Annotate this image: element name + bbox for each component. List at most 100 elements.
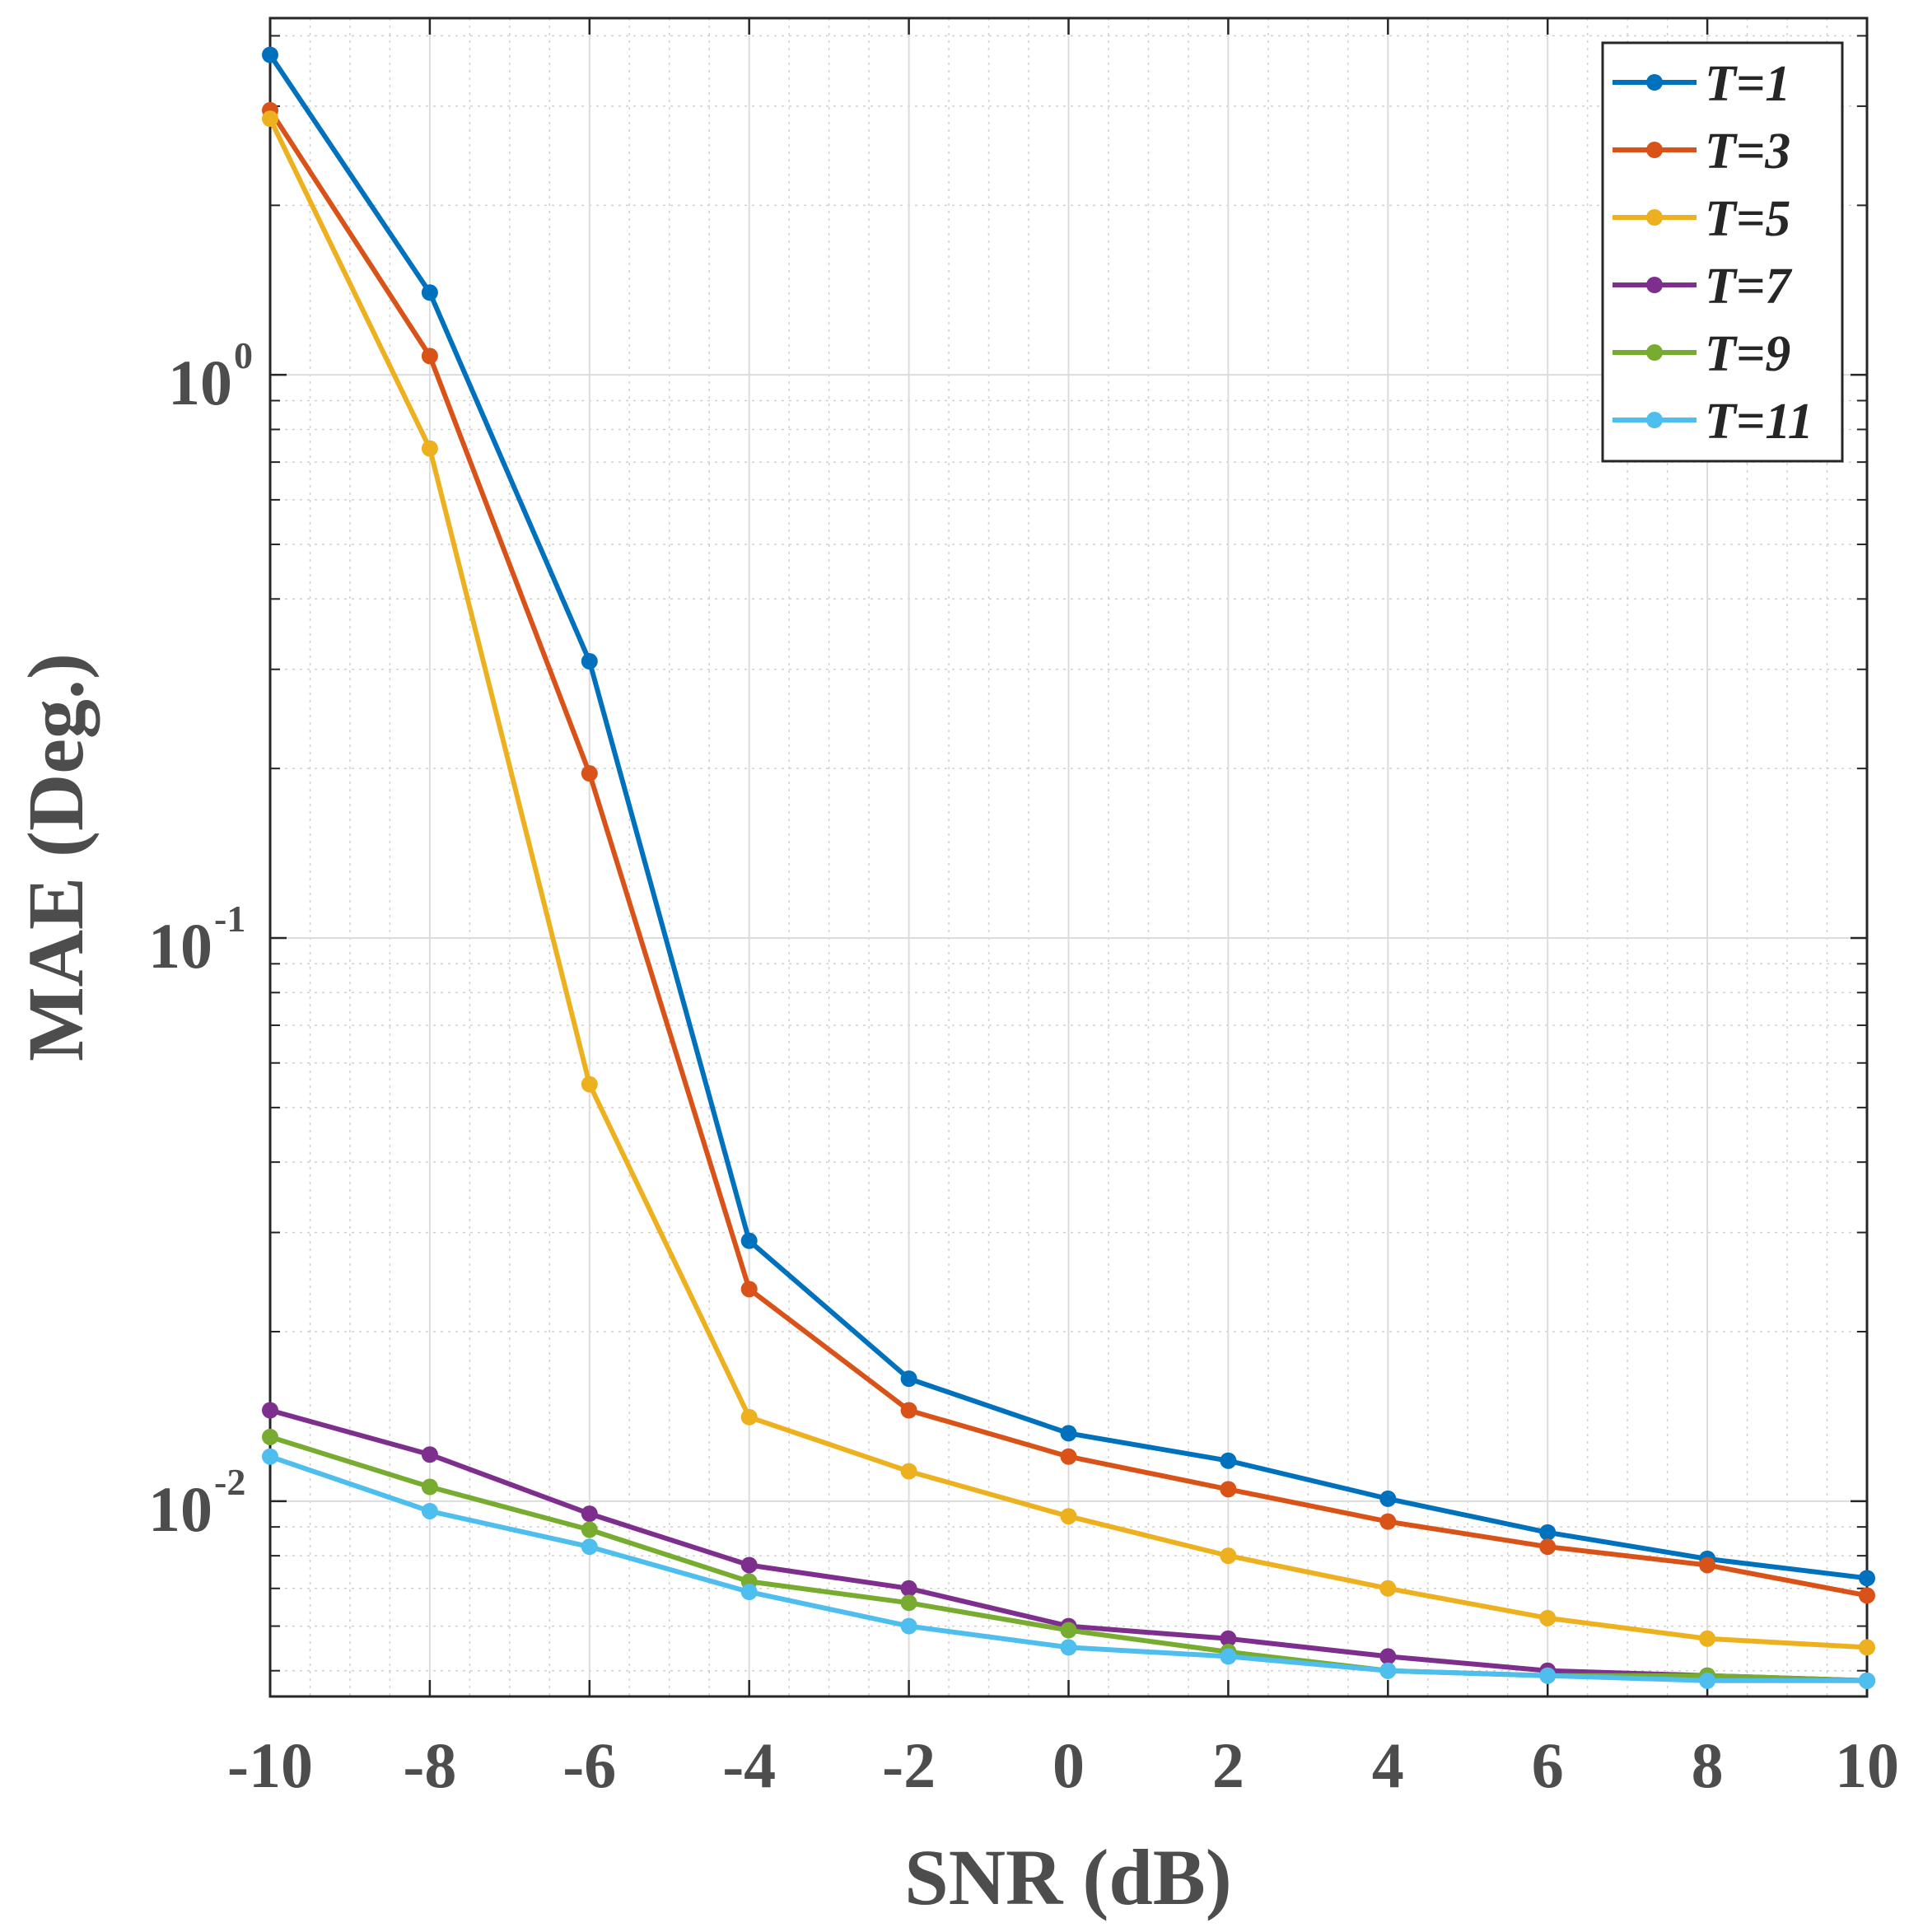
data-point bbox=[421, 1502, 438, 1519]
data-point bbox=[1379, 1513, 1397, 1530]
y-tick-label: 10 -1 bbox=[148, 898, 245, 982]
data-point bbox=[1379, 1648, 1397, 1665]
legend-marker bbox=[1646, 74, 1663, 91]
y-tick-base: 10 bbox=[148, 910, 212, 982]
data-point bbox=[740, 1232, 758, 1249]
data-point bbox=[1699, 1556, 1716, 1574]
legend-marker bbox=[1646, 277, 1663, 293]
data-point bbox=[740, 1584, 758, 1601]
data-point bbox=[581, 765, 598, 782]
data-point bbox=[421, 284, 438, 301]
data-point bbox=[1060, 1508, 1077, 1525]
data-point bbox=[421, 348, 438, 365]
y-tick-base: 10 bbox=[148, 1473, 212, 1545]
data-point bbox=[1220, 1481, 1237, 1498]
data-point bbox=[740, 1556, 758, 1574]
legend-marker bbox=[1646, 209, 1663, 226]
legend-box bbox=[1601, 41, 1844, 463]
data-point bbox=[262, 46, 278, 63]
data-point bbox=[1699, 1630, 1716, 1647]
series-T=3 bbox=[262, 101, 1875, 1604]
series-layer bbox=[262, 46, 1875, 1689]
plot-frame bbox=[268, 16, 1869, 1698]
data-point bbox=[900, 1463, 917, 1480]
series-T=5 bbox=[262, 110, 1875, 1656]
data-point bbox=[581, 1538, 598, 1556]
legend-label: T=5 bbox=[1705, 191, 1790, 247]
x-axis-title: SNR (dB) bbox=[904, 1833, 1231, 1921]
x-tick-label: -2 bbox=[882, 1729, 936, 1801]
data-point bbox=[1060, 1622, 1077, 1639]
legend-entry: T=1 bbox=[1613, 56, 1790, 112]
data-point bbox=[1859, 1672, 1875, 1689]
x-tick-label: 0 bbox=[1053, 1729, 1085, 1801]
y-tick-label: 10 0 bbox=[168, 334, 253, 418]
data-point bbox=[1859, 1639, 1875, 1656]
data-point bbox=[1060, 1639, 1077, 1656]
x-tick-label: 6 bbox=[1532, 1729, 1564, 1801]
data-point bbox=[900, 1594, 917, 1612]
x-tick-label: 8 bbox=[1692, 1729, 1724, 1801]
data-point bbox=[1060, 1448, 1077, 1465]
data-point bbox=[900, 1580, 917, 1597]
data-point bbox=[421, 1446, 438, 1463]
data-point bbox=[1859, 1570, 1875, 1587]
x-tick-label: -6 bbox=[562, 1729, 616, 1801]
data-point bbox=[1220, 1648, 1237, 1665]
legend-label: T=11 bbox=[1705, 394, 1813, 450]
axis-ticks bbox=[268, 18, 1869, 1696]
legend-marker bbox=[1646, 344, 1663, 361]
legend-entry: T=9 bbox=[1613, 326, 1790, 382]
y-tick-exponent: -1 bbox=[214, 898, 245, 940]
minor-grid bbox=[270, 18, 1867, 1696]
data-point bbox=[1379, 1662, 1397, 1679]
data-point bbox=[1539, 1667, 1557, 1684]
x-tick-label: -8 bbox=[403, 1729, 456, 1801]
data-point bbox=[421, 1478, 438, 1496]
data-point bbox=[900, 1402, 917, 1419]
x-tick-label: -4 bbox=[722, 1729, 776, 1801]
legend-entry: T=11 bbox=[1613, 394, 1813, 450]
data-point bbox=[1379, 1580, 1397, 1597]
legend-entry: T=5 bbox=[1613, 191, 1790, 247]
data-point bbox=[1539, 1538, 1557, 1556]
data-point bbox=[262, 110, 278, 128]
data-point bbox=[1379, 1490, 1397, 1507]
legend-label: T=9 bbox=[1705, 326, 1790, 382]
data-point bbox=[1220, 1630, 1237, 1647]
legend-entry: T=3 bbox=[1613, 124, 1790, 180]
x-tick-label: 4 bbox=[1372, 1729, 1404, 1801]
legend-label: T=1 bbox=[1705, 56, 1790, 112]
data-point bbox=[1859, 1587, 1875, 1604]
data-point bbox=[581, 1076, 598, 1093]
data-point bbox=[581, 653, 598, 670]
data-point bbox=[1539, 1609, 1557, 1626]
legend-marker bbox=[1646, 412, 1663, 428]
series-T=1 bbox=[262, 46, 1875, 1587]
data-point bbox=[740, 1281, 758, 1298]
legend-label: T=3 bbox=[1705, 124, 1790, 180]
data-point bbox=[1539, 1524, 1557, 1541]
data-point bbox=[581, 1521, 598, 1538]
y-tick-base: 10 bbox=[168, 347, 232, 418]
legend: T=1 T=3 T=5 T=7 T=9 T=11 bbox=[1601, 41, 1844, 463]
data-point bbox=[1699, 1672, 1716, 1689]
data-point bbox=[421, 440, 438, 457]
y-axis-title: MAE (Deg.) bbox=[12, 653, 100, 1062]
data-point bbox=[900, 1617, 917, 1635]
data-point bbox=[1220, 1547, 1237, 1565]
data-point bbox=[1060, 1425, 1077, 1442]
legend-entry: T=7 bbox=[1613, 259, 1793, 315]
data-point bbox=[900, 1370, 917, 1388]
data-point bbox=[262, 1448, 278, 1465]
data-point bbox=[262, 1428, 278, 1445]
legend-marker bbox=[1646, 142, 1663, 158]
data-point bbox=[581, 1505, 598, 1523]
y-tick-exponent: 0 bbox=[234, 334, 253, 376]
data-point bbox=[1220, 1452, 1237, 1469]
x-tick-labels: -10 -8 -6 -4 -2 0 2 4 6 8 10 bbox=[227, 1729, 1899, 1801]
x-tick-label: -10 bbox=[227, 1729, 313, 1801]
y-tick-label: 10 -2 bbox=[148, 1461, 245, 1545]
